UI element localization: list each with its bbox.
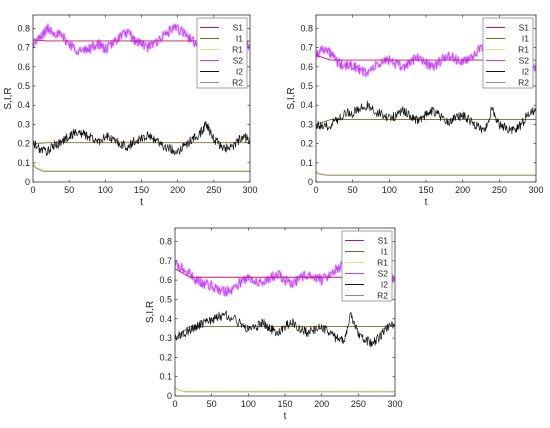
x-tick-label: 100 bbox=[241, 399, 256, 409]
series-line-I2 bbox=[316, 100, 536, 135]
y-tick-label: 0.3 bbox=[17, 119, 30, 129]
x-tick-label: 250 bbox=[206, 185, 221, 195]
y-tick-label: 0.7 bbox=[300, 43, 313, 53]
y-tick-label: 0.7 bbox=[17, 43, 30, 53]
legend-box bbox=[196, 17, 248, 89]
x-tick-label: 0 bbox=[172, 399, 177, 409]
series-line-R2 bbox=[316, 172, 536, 176]
y-tick-label: 0.2 bbox=[159, 352, 172, 362]
legend-label-S2: S2 bbox=[378, 269, 389, 279]
x-axis-label: t bbox=[284, 411, 287, 422]
x-tick-label: 250 bbox=[351, 399, 366, 409]
series-line-R1 bbox=[316, 170, 536, 175]
series-line-I2 bbox=[33, 121, 250, 157]
y-tick-label: 0.6 bbox=[159, 275, 172, 285]
legend-label-R2: R2 bbox=[232, 78, 243, 88]
x-tick-label: 100 bbox=[98, 185, 113, 195]
y-axis-label: S,I,R bbox=[3, 87, 14, 109]
x-tick-label: 300 bbox=[387, 399, 402, 409]
y-tick-label: 0.2 bbox=[300, 139, 313, 149]
series-line-I1 bbox=[316, 119, 536, 125]
x-tick-label: 50 bbox=[207, 399, 217, 409]
legend-box bbox=[482, 17, 534, 89]
x-tick-label: 200 bbox=[170, 185, 185, 195]
legend-label-I2: I2 bbox=[381, 280, 388, 290]
y-tick-label: 0.1 bbox=[17, 158, 30, 168]
x-tick-label: 250 bbox=[492, 185, 507, 195]
series-line-R2 bbox=[175, 386, 395, 393]
x-tick-label: 0 bbox=[313, 185, 318, 195]
x-axis-label: t bbox=[140, 197, 143, 208]
legend-label-R2: R2 bbox=[518, 78, 529, 88]
y-tick-label: 0.5 bbox=[17, 81, 30, 91]
legend-label-R1: R1 bbox=[518, 45, 529, 55]
chart-panel-bottom-center: 0 50 100 150 200 250 300 0 0.1 0.2 0.3 0.4 0.5 0.6 0.7… bbox=[145, 227, 403, 422]
y-tick-label: 0.4 bbox=[17, 100, 30, 110]
x-tick-label: 100 bbox=[382, 185, 397, 195]
legend-box bbox=[341, 230, 393, 302]
x-tick-label: 300 bbox=[528, 185, 543, 195]
y-tick-label: 0 bbox=[25, 177, 30, 187]
legend-label-S1: S1 bbox=[233, 23, 244, 33]
legend-label-I1: I1 bbox=[522, 34, 529, 44]
x-axis-label: t bbox=[425, 197, 428, 208]
y-tick-label: 0.5 bbox=[159, 294, 172, 304]
legend-label-S1: S1 bbox=[378, 236, 389, 246]
legend-label-I1: I1 bbox=[236, 34, 243, 44]
y-tick-label: 0.1 bbox=[300, 158, 313, 168]
series-line-R2 bbox=[33, 164, 250, 172]
legend-label-R1: R1 bbox=[377, 258, 388, 268]
chart-panel-top-right: 0 50 100 150 200 250 300 0 0.1 0.2 0.3 0.4 0.5 0.6 0.7… bbox=[286, 14, 544, 208]
legend-label-I2: I2 bbox=[236, 67, 243, 77]
x-tick-label: 150 bbox=[418, 185, 433, 195]
x-tick-label: 0 bbox=[30, 185, 35, 195]
legend-label-R2: R2 bbox=[377, 291, 388, 301]
x-tick-label: 150 bbox=[277, 399, 292, 409]
y-tick-label: 0.8 bbox=[159, 237, 172, 247]
series-line-R1 bbox=[33, 162, 250, 171]
y-axis-label: S,I,R bbox=[286, 87, 297, 109]
y-axis-label: S,I,R bbox=[145, 301, 156, 323]
x-tick-label: 150 bbox=[134, 185, 149, 195]
y-tick-label: 0 bbox=[308, 177, 313, 187]
y-tick-label: 0 bbox=[167, 391, 172, 401]
series-line-I1 bbox=[175, 326, 395, 339]
x-tick-label: 50 bbox=[348, 185, 358, 195]
x-tick-label: 200 bbox=[455, 185, 470, 195]
x-tick-label: 300 bbox=[242, 185, 257, 195]
chart-panel-top-left: 0 50 100 150 200 250 300 0 0.1 0.2 0.3 0.4 0.5 0.6 0.7… bbox=[3, 14, 258, 208]
y-tick-label: 0.6 bbox=[300, 62, 313, 72]
y-tick-label: 0.4 bbox=[300, 100, 313, 110]
y-tick-label: 0.3 bbox=[300, 119, 313, 129]
legend-label-S1: S1 bbox=[519, 23, 530, 33]
y-tick-label: 0.1 bbox=[159, 372, 172, 382]
y-tick-label: 0.3 bbox=[159, 333, 172, 343]
y-tick-label: 0.2 bbox=[17, 139, 30, 149]
series-line-R1 bbox=[175, 386, 395, 392]
legend-label-S2: S2 bbox=[519, 56, 530, 66]
legend-label-I1: I1 bbox=[381, 247, 388, 257]
y-tick-label: 0.6 bbox=[17, 62, 30, 72]
y-tick-label: 0.4 bbox=[159, 314, 172, 324]
legend-label-S2: S2 bbox=[233, 56, 244, 66]
y-tick-label: 0.8 bbox=[17, 23, 30, 33]
x-tick-label: 50 bbox=[64, 185, 74, 195]
y-tick-label: 0.8 bbox=[300, 23, 313, 33]
series-line-I2 bbox=[175, 310, 395, 348]
y-tick-label: 0.7 bbox=[159, 256, 172, 266]
legend-label-I2: I2 bbox=[522, 67, 529, 77]
legend-label-R1: R1 bbox=[232, 45, 243, 55]
x-tick-label: 200 bbox=[314, 399, 329, 409]
y-tick-label: 0.5 bbox=[300, 81, 313, 91]
